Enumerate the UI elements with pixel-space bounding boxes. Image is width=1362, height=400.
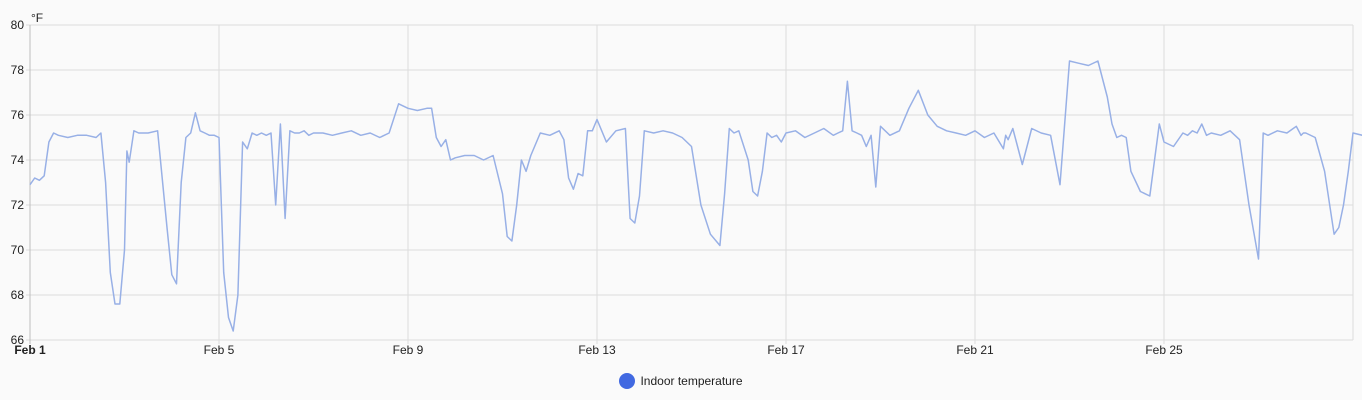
x-tick-label: Feb 21 [956,343,994,357]
data-series [29,60,1362,332]
x-tick-label: Feb 17 [767,343,805,357]
y-tick-label: 74 [11,153,25,167]
y-tick-label: 72 [11,198,25,212]
y-axis: 66 68 70 72 74 76 78 80 [11,18,25,347]
y-axis-unit-label: °F [31,11,43,25]
legend-color-dot-icon[interactable] [619,373,636,389]
y-tick-label: 70 [11,243,25,257]
x-tick-label: Feb 9 [393,343,424,357]
chart-legend: Indoor temperature [0,373,1362,389]
x-axis: Feb 1 Feb 5 Feb 9 Feb 13 Feb 17 Feb 21 Feb 25 [14,343,1183,357]
legend-label[interactable]: Indoor temperature [640,374,743,388]
x-tick-label: Feb 5 [204,343,235,357]
x-tick-label: Feb 13 [578,343,616,357]
y-tick-label: 66 [11,333,25,347]
y-tick-label: 68 [11,288,25,302]
chart-grid [26,24,1354,344]
x-tick-label: Feb 1 [14,343,46,357]
y-tick-label: 78 [11,63,25,77]
indoor-temperature-line[interactable] [29,60,1362,332]
y-tick-label: 76 [11,108,25,122]
x-tick-label: Feb 25 [1145,343,1183,357]
y-tick-label: 80 [11,18,25,32]
